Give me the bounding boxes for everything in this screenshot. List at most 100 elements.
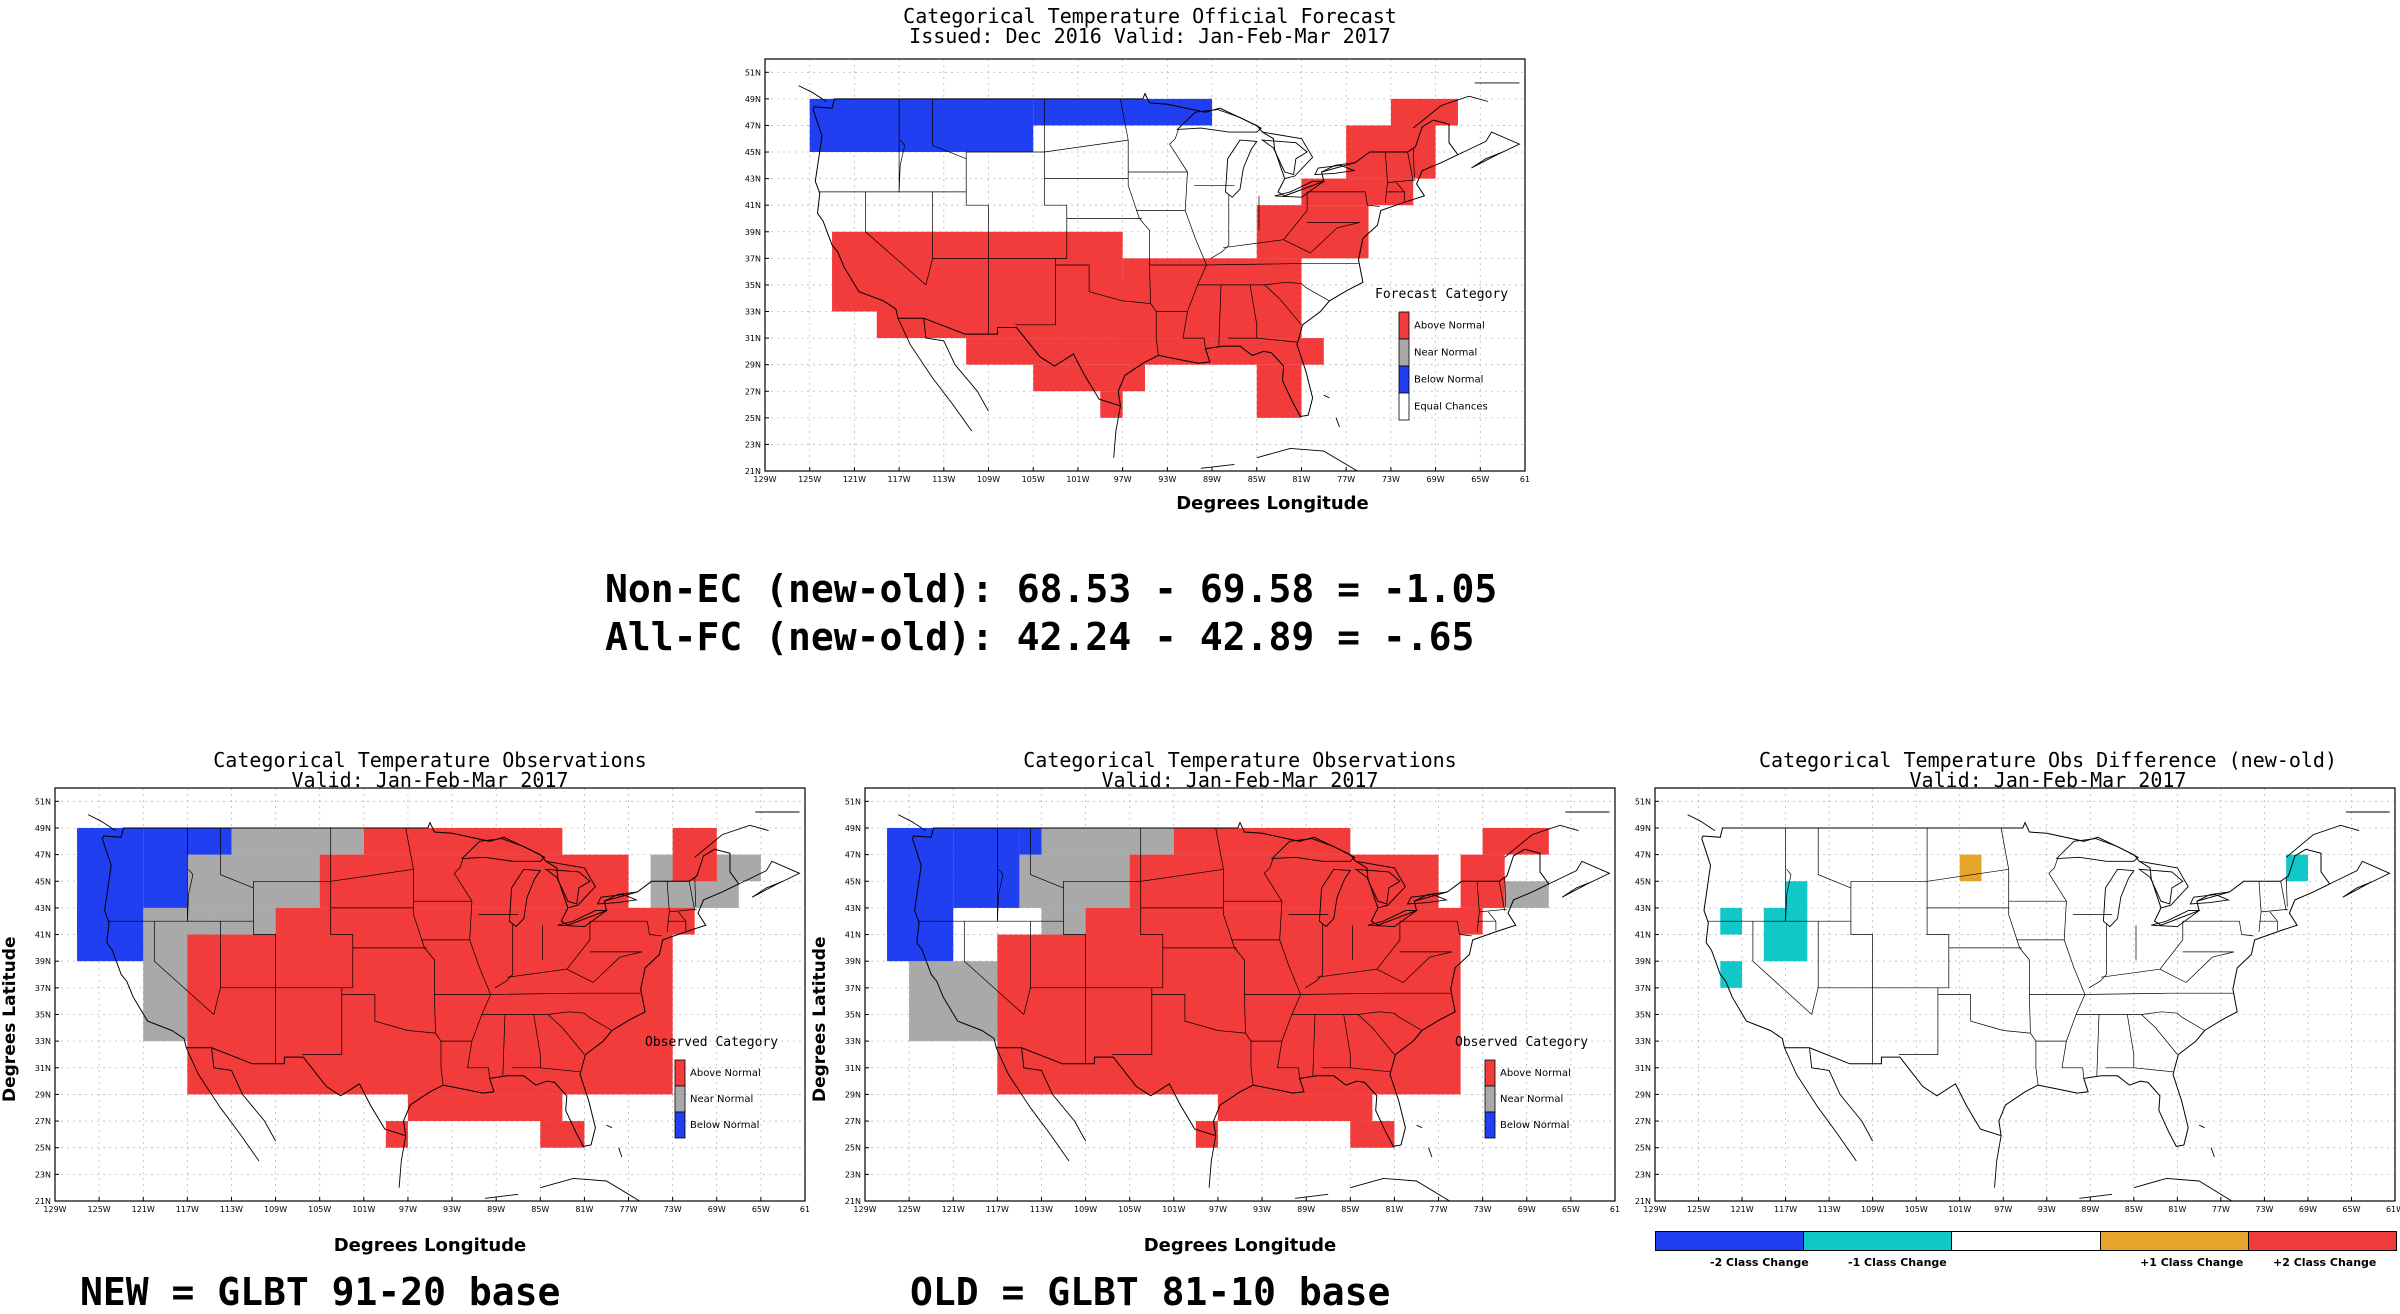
great-lake [1260, 139, 1308, 176]
map-frame [1654, 787, 2396, 1202]
category-cell-above [672, 827, 717, 882]
lat-tick-label: 33N [745, 308, 761, 317]
category-cell-above [1212, 338, 1324, 365]
category-cell-above [1100, 391, 1123, 418]
lon-tick-label: 101W [1162, 1205, 1185, 1214]
state-border [1120, 98, 1159, 356]
obs-old-title: Categorical Temperature Observations Val… [810, 750, 1670, 790]
category-cell-above [407, 1094, 563, 1122]
lat-tick-label: 35N [35, 1010, 51, 1019]
coastline [1350, 1177, 1450, 1201]
state-border [341, 994, 436, 1034]
coastline [1428, 1147, 1433, 1158]
state-border [481, 1011, 613, 1031]
coastline [2198, 1124, 2205, 1129]
lon-tick-label: 105W [1118, 1205, 1141, 1214]
great-lake [1406, 894, 1449, 905]
lat-tick-label: 47N [745, 121, 761, 130]
lat-tick-label: 27N [745, 387, 761, 396]
category-cell-cyan [1720, 961, 1743, 988]
category-cell-near [909, 961, 998, 1042]
obs-new-title-line1: Categorical Temperature Observations [213, 748, 647, 772]
state-border [1850, 868, 2009, 882]
lat-tick-label: 43N [845, 904, 861, 913]
colorbar-minus1 [1804, 1232, 1953, 1250]
state-border [898, 139, 906, 192]
state-border [925, 258, 1067, 285]
state-border [1312, 1014, 1316, 1076]
lat-tick-label: 51N [845, 797, 861, 806]
lat-tick-label: 21N [845, 1197, 861, 1206]
category-cell-cyan [2286, 854, 2308, 882]
coastline [87, 814, 116, 831]
legend-label-above: Above Normal [690, 1068, 761, 1079]
lon-tick-label: 113W [1818, 1205, 1841, 1214]
coastline [185, 1047, 260, 1162]
coastline [540, 1177, 640, 1201]
state-border [1407, 151, 1414, 182]
obs-new-footer: NEW = GLBT 91-20 base [80, 1270, 561, 1314]
coastline [1548, 860, 1611, 898]
lon-tick-label: 73W [2255, 1205, 2273, 1214]
lat-tick-label: 43N [35, 904, 51, 913]
lon-tick-label: 109W [977, 475, 1000, 484]
coastline [211, 1047, 276, 1142]
state-border [253, 881, 276, 1064]
lon-tick-label: 85W [531, 1205, 549, 1214]
colorbar-plus2 [2248, 1232, 2397, 1250]
category-cell-below [77, 907, 100, 935]
lon-tick-label: 61 [1520, 475, 1530, 484]
category-cell-above [966, 338, 1213, 365]
lat-tick-label: 41N [745, 201, 761, 210]
lon-tick-label: 93W [2038, 1205, 2056, 1214]
coastline [1809, 1047, 1873, 1142]
lat-tick-label: 39N [745, 228, 761, 237]
lat-tick-label: 49N [845, 824, 861, 833]
lat-tick-label: 31N [1635, 1064, 1651, 1073]
lon-tick-label: 61 [1610, 1205, 1620, 1214]
great-lake [1367, 910, 1418, 928]
coastline [1323, 394, 1330, 399]
coastline [2079, 1193, 2113, 1199]
state-border [1387, 179, 1416, 183]
state-border [1504, 877, 1507, 907]
lat-tick-label: 25N [745, 414, 761, 423]
lon-tick-label: 81W [1292, 475, 1310, 484]
state-border [997, 869, 1004, 922]
lon-tick-label: 85W [1341, 1205, 1359, 1214]
lon-tick-label: 93W [1158, 475, 1176, 484]
lat-tick-label: 41N [35, 931, 51, 940]
lon-tick-label: 125W [798, 475, 821, 484]
lat-tick-label: 35N [745, 281, 761, 290]
us-outline [812, 92, 1459, 418]
lon-tick-label: 65W [2342, 1205, 2360, 1214]
state-border [1063, 881, 1086, 1064]
lon-tick-label: 129W [853, 1205, 876, 1214]
lon-tick-label: 69W [1518, 1205, 1536, 1214]
state-border [1218, 284, 1222, 347]
diff-title: Categorical Temperature Obs Difference (… [1620, 750, 2400, 790]
forecast-panel: Categorical Temperature Official Forecas… [700, 0, 1600, 530]
state-border [1015, 258, 1056, 326]
lon-tick-label: 65W [752, 1205, 770, 1214]
lon-tick-label: 113W [932, 475, 955, 484]
forecast-map: 21N 23N 25N 27N 29N 31N 33N 35N 37N 39N 41N 43N 45N 4… [745, 58, 1530, 484]
state-border [2101, 921, 2184, 978]
state-border [963, 921, 1025, 1015]
lon-tick-label: 117W [986, 1205, 1009, 1214]
state-border [1112, 987, 1153, 1055]
lon-tick-label: 97W [1114, 475, 1132, 484]
state-border [1317, 921, 1401, 978]
state-border [2182, 920, 2254, 937]
colorbar-label-minus2: -2 Class Change [1710, 1256, 1809, 1269]
lat-tick-label: 45N [1635, 877, 1651, 886]
obs-new-map: 21N 23N 25N 27N 29N 31N 33N 35N 37N 39N 41N 43N 45N 4… [35, 787, 810, 1214]
state-border [566, 951, 642, 983]
state-border [1396, 182, 1405, 202]
lat-tick-label: 25N [1635, 1144, 1651, 1153]
lat-tick-label: 23N [35, 1170, 51, 1179]
legend-title: Observed Category [645, 1035, 778, 1050]
state-border [1350, 1067, 1391, 1073]
great-lake [1270, 838, 1356, 862]
category-cell-above [385, 1121, 408, 1148]
